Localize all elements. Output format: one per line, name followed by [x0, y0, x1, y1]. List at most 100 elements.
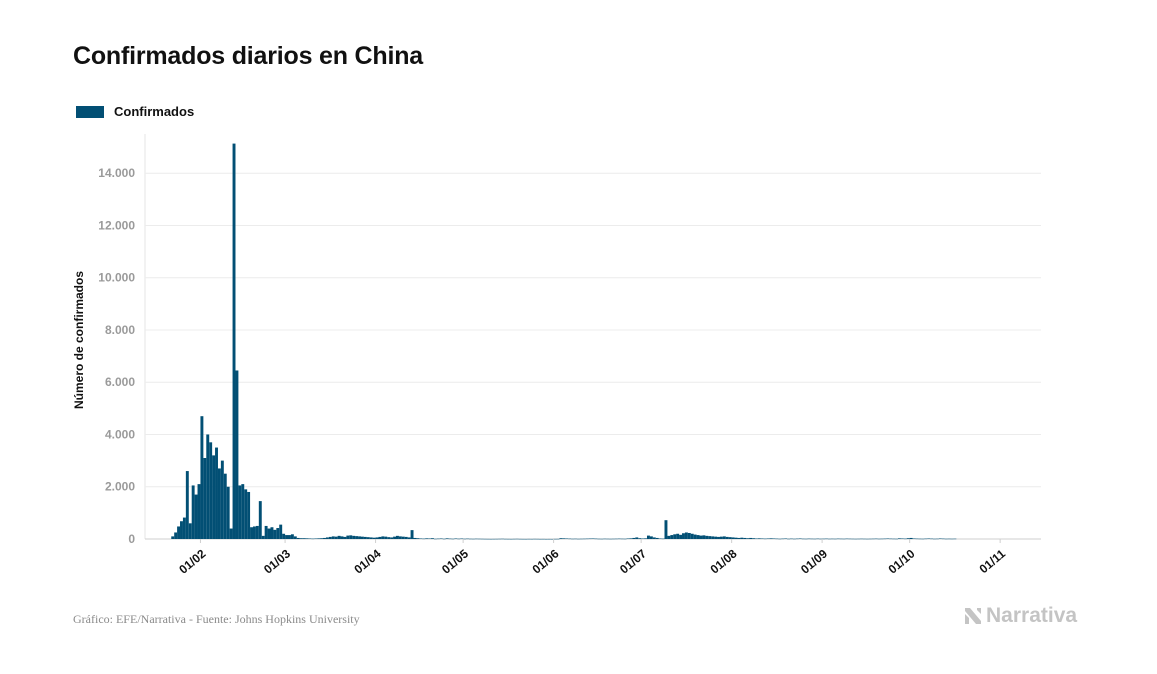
bar — [433, 538, 437, 540]
bar — [839, 538, 843, 540]
bar — [270, 527, 274, 539]
bar — [378, 536, 382, 539]
bar — [792, 538, 796, 540]
bar — [463, 538, 467, 540]
narrativa-logo-icon — [965, 608, 981, 624]
bar — [247, 491, 251, 539]
bar — [588, 538, 592, 540]
bar — [436, 538, 440, 540]
bar — [454, 538, 458, 539]
bar — [909, 537, 913, 539]
bar — [641, 538, 645, 539]
bar — [533, 538, 537, 540]
bar — [848, 538, 852, 540]
bar — [290, 534, 294, 539]
bar — [696, 535, 700, 539]
bar — [886, 538, 890, 539]
bar — [416, 538, 420, 539]
bar — [644, 538, 647, 539]
bar — [483, 538, 487, 540]
bar — [401, 536, 405, 539]
bar — [226, 486, 230, 539]
bar — [754, 538, 758, 539]
bar — [191, 485, 195, 539]
bar — [679, 534, 683, 539]
bar — [693, 534, 697, 539]
bar — [895, 538, 898, 540]
bar — [626, 538, 630, 539]
bar — [606, 538, 610, 540]
bar — [591, 538, 595, 539]
bar — [264, 525, 268, 539]
bar — [197, 484, 201, 539]
bar — [279, 524, 283, 539]
bar — [775, 538, 779, 540]
bar — [667, 535, 671, 539]
bar — [579, 538, 583, 540]
bar — [568, 538, 572, 540]
source-footer: Gráfico: EFE/Narrativa - Fuente: Johns H… — [73, 612, 360, 626]
bar — [203, 458, 207, 539]
bar — [212, 455, 216, 539]
y-tick-label: 4.000 — [105, 427, 135, 441]
bar — [860, 538, 863, 540]
bar — [261, 535, 265, 539]
bar — [649, 536, 653, 539]
bar — [515, 538, 519, 540]
bar — [830, 538, 834, 540]
bar — [340, 536, 344, 539]
gridlines — [144, 134, 1041, 540]
bar — [182, 517, 186, 539]
bar — [372, 537, 376, 539]
bar — [177, 526, 181, 539]
bar — [676, 533, 680, 539]
bar — [404, 536, 408, 539]
bar — [670, 535, 674, 539]
bar — [912, 538, 916, 539]
bar — [614, 538, 618, 540]
bar — [865, 538, 869, 540]
bar — [547, 538, 551, 540]
bar — [787, 538, 790, 540]
bar — [553, 538, 557, 540]
bar — [267, 528, 271, 539]
bar — [188, 523, 192, 539]
bar — [611, 538, 615, 540]
bar — [381, 536, 385, 539]
bar — [337, 535, 341, 539]
bar — [215, 447, 218, 539]
y-tick-label: 8.000 — [105, 323, 135, 337]
x-tick-label: 01/10 — [886, 546, 918, 576]
bar — [760, 538, 764, 539]
bar — [220, 460, 224, 539]
bar — [422, 538, 426, 540]
bar — [719, 536, 723, 539]
bar — [769, 538, 773, 539]
bar — [474, 538, 478, 540]
bar — [206, 434, 210, 539]
bar — [512, 538, 516, 540]
bar — [445, 538, 449, 539]
bar — [398, 536, 402, 539]
bar — [874, 538, 878, 540]
bar — [366, 537, 370, 539]
bar — [334, 536, 338, 539]
bar — [442, 538, 446, 540]
bar — [468, 538, 472, 540]
bar — [419, 538, 423, 539]
bar — [632, 537, 636, 539]
bar — [349, 535, 353, 539]
bar — [217, 468, 221, 539]
bar — [810, 538, 814, 540]
bar — [906, 538, 910, 539]
bar — [772, 538, 776, 539]
bar — [352, 535, 356, 539]
bar — [757, 538, 761, 539]
bar — [390, 537, 394, 539]
bar — [506, 538, 510, 540]
bar — [559, 538, 563, 539]
bar — [521, 538, 525, 540]
bar — [571, 538, 575, 540]
bar — [574, 538, 577, 540]
